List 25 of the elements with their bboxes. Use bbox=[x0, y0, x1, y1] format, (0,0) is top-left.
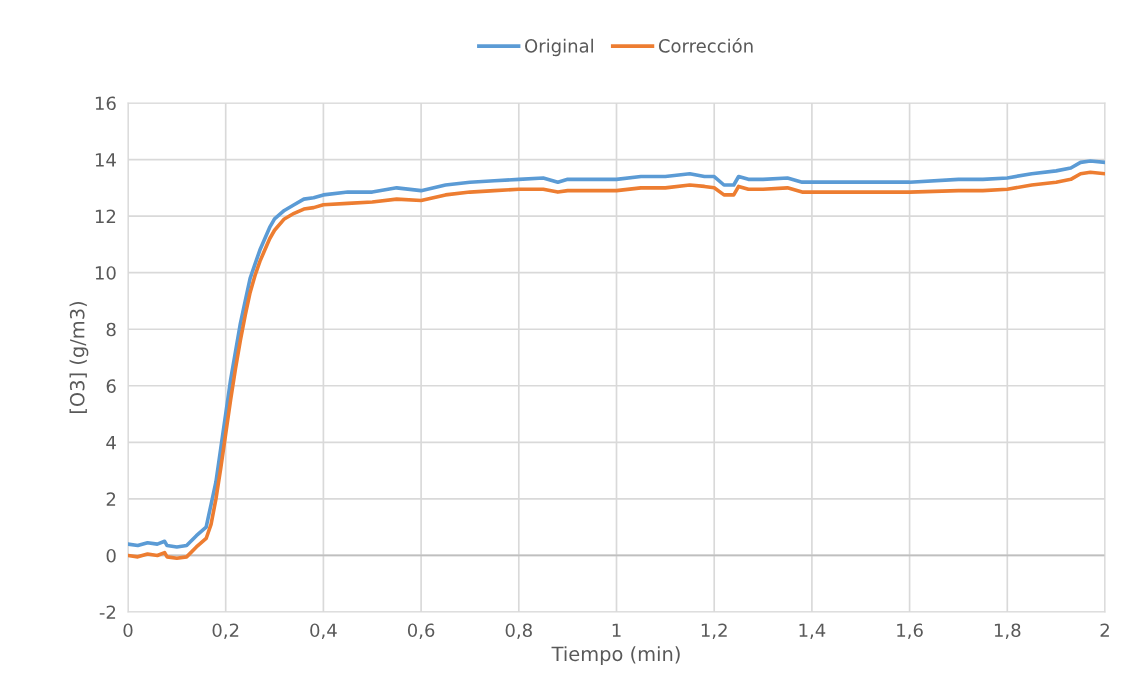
x-tick-label: 0,4 bbox=[310, 623, 337, 639]
y-tick-label: 0 bbox=[106, 548, 116, 563]
x-tick-label: 1,4 bbox=[799, 623, 826, 639]
x-tick-label: 0,8 bbox=[505, 623, 532, 639]
x-tick-label: 2 bbox=[1100, 623, 1109, 637]
y-tick-label: 8 bbox=[106, 322, 116, 337]
x-tick-label: 0 bbox=[123, 623, 133, 638]
y-tick-label: 10 bbox=[95, 266, 116, 280]
x-tick-label: 0,6 bbox=[407, 623, 435, 639]
y-tick-label: 4 bbox=[106, 436, 116, 450]
y-tick-label: 2 bbox=[106, 492, 116, 506]
y-axis-title: [O3] (g/m3) bbox=[69, 301, 89, 414]
y-tick-label: 14 bbox=[95, 153, 116, 167]
x-axis-title: Tiempo (min) bbox=[551, 646, 680, 665]
y-tick-label: 12 bbox=[95, 209, 116, 223]
x-tick-label: 1,2 bbox=[701, 623, 727, 639]
y-tick-label: -2 bbox=[99, 605, 116, 619]
x-tick-label: 0,2 bbox=[212, 623, 239, 639]
y-tick-label: 6 bbox=[106, 379, 116, 393]
legend-label: Original bbox=[525, 38, 593, 57]
y-tick-label: 16 bbox=[95, 96, 116, 111]
x-tick-label: 1 bbox=[612, 623, 621, 637]
legend-label: Corrección bbox=[658, 38, 753, 53]
x-tick-label: 1,6 bbox=[897, 623, 923, 639]
x-tick-label: 1,8 bbox=[994, 623, 1021, 639]
